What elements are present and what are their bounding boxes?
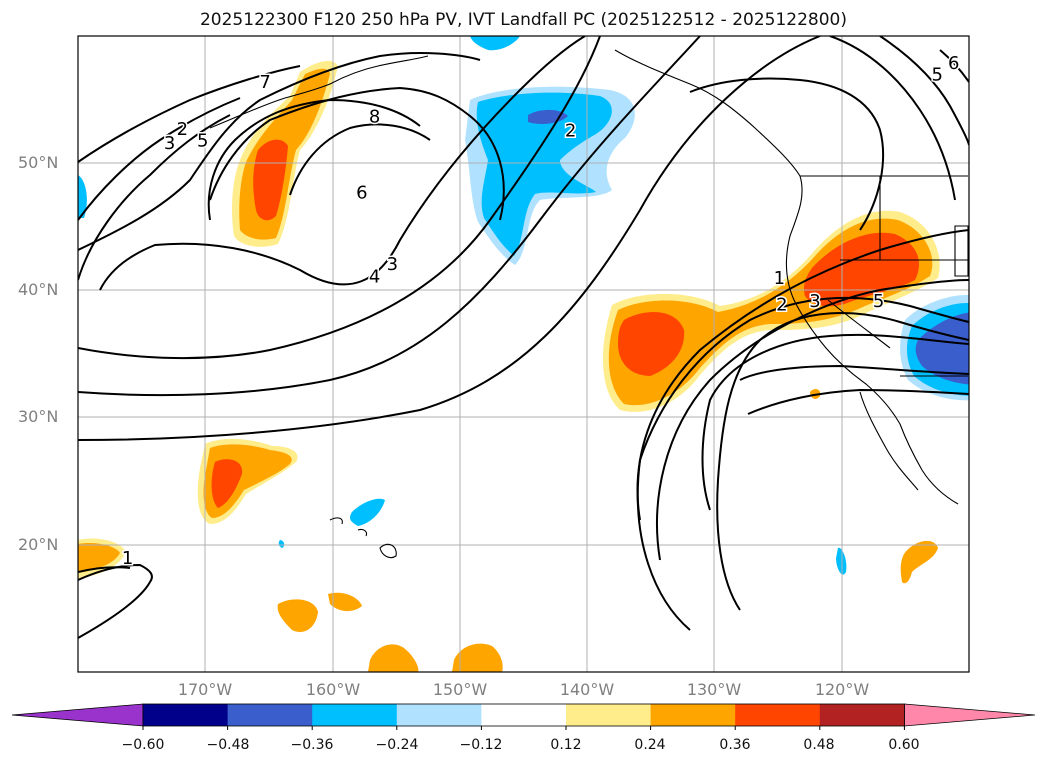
lon-label-170w: 170°W [177,680,233,699]
colorbar-swatch [650,704,736,726]
contour-label: 6 [356,183,367,204]
map-gridlines [78,36,969,672]
map-frame [77,35,970,673]
pc-positive-sw-2 [277,599,318,632]
colorbar-label: 0.36 [719,737,751,753]
pc-positive-sw-1-core [78,543,120,573]
contour-label: 3 [164,133,175,154]
pc-negative-hawaii [350,498,385,526]
lat-label-20: 20°N [18,535,59,554]
contour-label: 3 [809,291,820,312]
pc-negative-small-2 [278,540,285,548]
colorbar-swatch [312,704,398,726]
colorbar-swatch [735,704,821,726]
colorbar-swatch [819,704,905,726]
lon-label-150w: 150°W [432,680,488,699]
colorbar-label: −0.60 [121,737,165,753]
contour-label: 2 [177,119,188,140]
pc-positive-mexico [900,540,938,584]
contour-label: 5 [873,291,884,312]
pc-positive-sw-3 [328,592,362,612]
pv-contours [78,36,969,639]
contour-label: 1 [122,548,133,569]
map-title: 2025122300 F120 250 hPa PV, IVT Landfall… [199,10,847,30]
colorbar-extend-low [11,703,144,727]
pc-negative-gulf-alaska-core [476,92,612,256]
lat-label-30: 30°N [18,407,59,426]
colorbar-label: −0.48 [206,737,250,753]
lon-label-120w: 120°W [814,680,870,699]
contour-label: 5 [197,131,208,152]
contour-label: 7 [259,72,270,93]
coastlines [209,49,969,559]
colorbar [11,703,1036,730]
pc-positive-sw-5 [452,643,503,672]
contour-label: 8 [369,106,380,127]
colorbar-outline [142,703,905,727]
colorbar-swatch [396,704,482,726]
lat-label-40: 40°N [18,280,59,299]
colorbar-swatch [481,704,567,726]
pc-negative-west-edge [78,175,87,218]
colorbar-swatch [227,704,313,726]
contour-label: 6 [948,53,959,74]
contour-label: 2 [776,295,787,316]
pc-negative-top [470,36,520,51]
lat-label-50: 50°N [18,153,59,172]
colorbar-extend-high [904,703,1036,727]
pc-positive-sw-4 [368,644,419,672]
colorbar-label: −0.12 [459,737,503,753]
lon-label-130w: 130°W [686,680,742,699]
colorbar-swatch [566,704,652,726]
colorbar-label: 0.60 [888,737,920,753]
colorbar-label: 0.12 [550,737,582,753]
lon-label-140w: 140°W [559,680,615,699]
pc-positive-westcoast-core-1 [618,311,685,376]
pc-positive-aleutian-core [253,139,288,221]
contour-label: 4 [369,267,380,288]
colorbar-label: 0.48 [803,737,835,753]
pc-positive-subtropical-core [211,459,243,508]
contour-label: 5 [931,64,942,85]
contour-label: 3 [387,254,398,275]
contour-label: 2 [565,120,576,141]
colorbar-label: −0.24 [375,737,419,753]
lon-label-160w: 160°W [305,680,361,699]
colorbar-label: 0.24 [634,737,666,753]
colorbar-label: −0.36 [290,737,334,753]
pc-negative-small-1 [836,547,847,575]
colorbar-swatch [143,704,229,726]
contour-label: 1 [774,268,785,289]
